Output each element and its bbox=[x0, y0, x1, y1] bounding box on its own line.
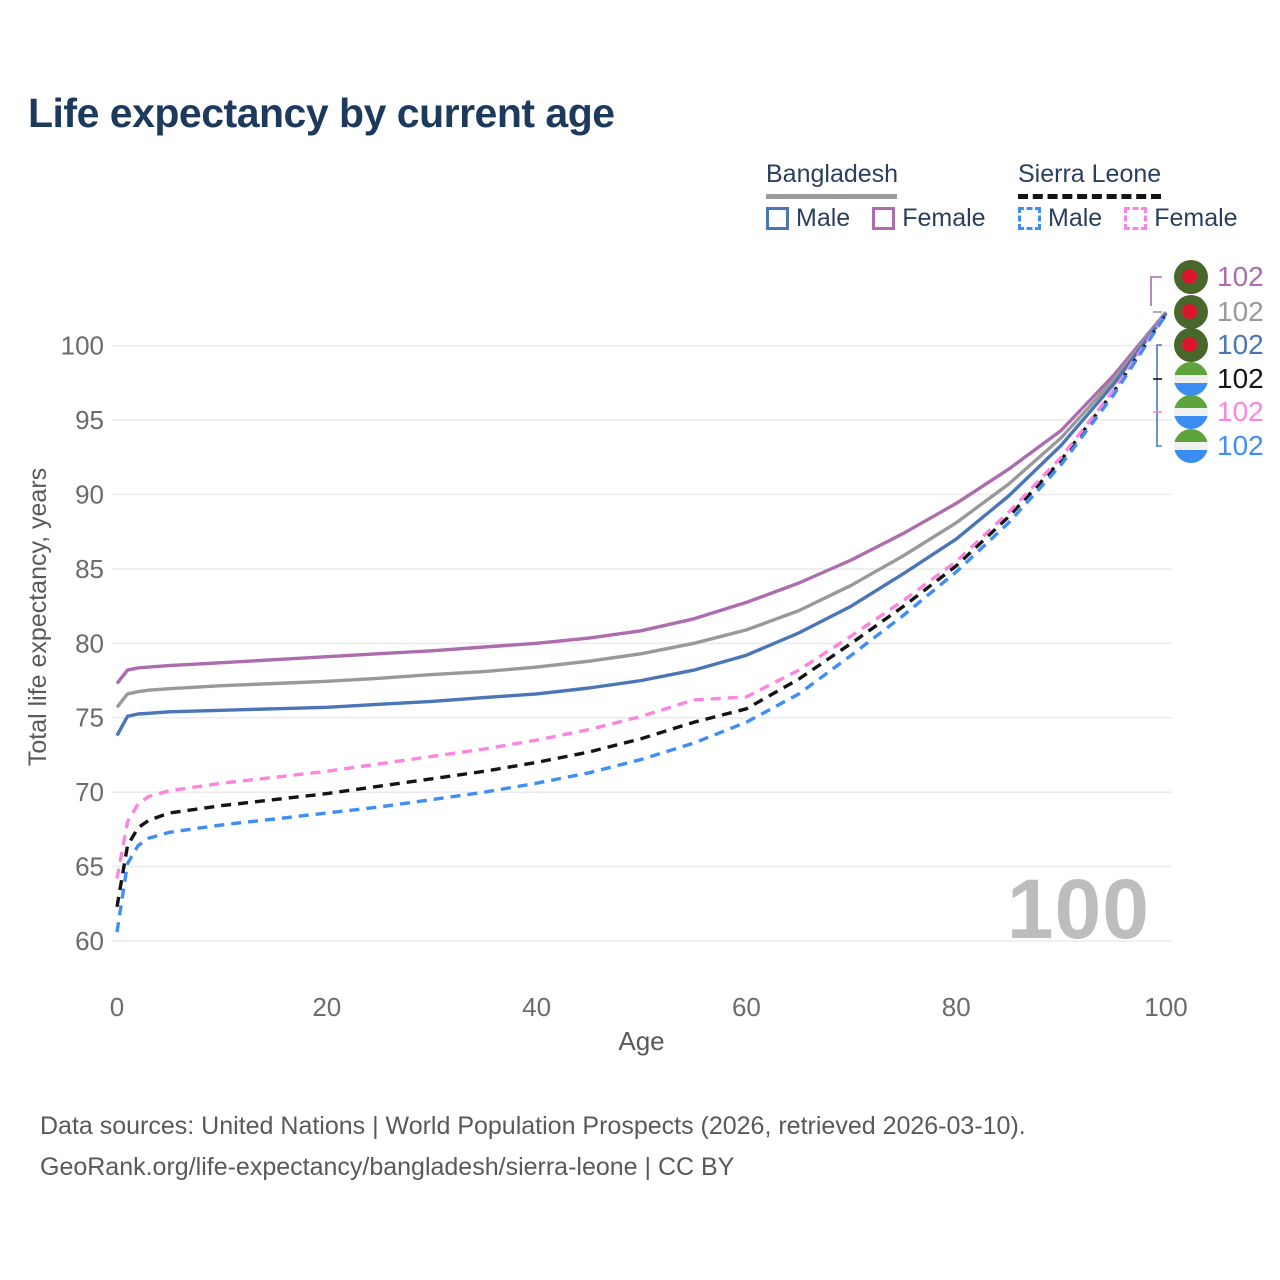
y-tick-label: 70 bbox=[75, 777, 104, 807]
sierra-leone-flag-icon bbox=[1174, 429, 1208, 463]
sierra-leone-flag-icon bbox=[1174, 362, 1208, 396]
end-value-row-bangladesh-female: 102 bbox=[1174, 260, 1264, 294]
legend-item-bangladesh-male[interactable]: Male bbox=[766, 204, 850, 233]
end-value-label: 102 bbox=[1217, 261, 1264, 292]
footer-data-sources: Data sources: United Nations | World Pop… bbox=[40, 1112, 1026, 1140]
legend-country-label-bangladesh[interactable]: Bangladesh bbox=[766, 160, 899, 188]
legend-item-label: Male bbox=[1048, 204, 1103, 232]
legend-item-sierra-leone-male[interactable]: Male bbox=[1018, 204, 1102, 233]
end-value-row-bangladesh: 102 bbox=[1174, 295, 1264, 329]
legend-item-label: Male bbox=[796, 204, 851, 232]
legend-group-bangladesh[interactable]: Bangladesh Male Female bbox=[766, 160, 986, 232]
sierra-leone-flag-icon bbox=[1174, 395, 1208, 429]
legend-swatch-bangladesh-female-icon bbox=[872, 207, 896, 230]
bangladesh-flag-icon bbox=[1174, 328, 1208, 362]
legend-swatch-sierra-leone-female-icon bbox=[1124, 207, 1148, 230]
x-tick-label: 0 bbox=[110, 992, 124, 1022]
page-title: Life expectancy by current age bbox=[28, 90, 615, 136]
footer: Data sources: United Nations | World Pop… bbox=[40, 1106, 1026, 1188]
end-value-label: 102 bbox=[1217, 396, 1264, 427]
y-tick-label: 85 bbox=[75, 554, 104, 584]
series-line-bangladesh bbox=[115, 311, 1168, 709]
y-tick-label: 95 bbox=[75, 405, 104, 435]
legend-group-sierra-leone[interactable]: Sierra Leone Male Female bbox=[1018, 160, 1238, 232]
legend-underline-bangladesh bbox=[766, 194, 897, 199]
series-line-sierra-leone bbox=[115, 313, 1168, 908]
end-value-label: 102 bbox=[1217, 363, 1264, 394]
legend-country-label-sierra-leone[interactable]: Sierra Leone bbox=[1018, 160, 1162, 188]
y-tick-label: 80 bbox=[75, 628, 104, 658]
bangladesh-flag-red-dot bbox=[1182, 304, 1197, 319]
end-value-label: 102 bbox=[1217, 430, 1264, 461]
y-tick-label: 65 bbox=[75, 852, 104, 882]
legend-underline-sierra-leone bbox=[1018, 194, 1161, 199]
series-line-sierra-leone-male bbox=[115, 313, 1168, 933]
series-line-bangladesh-male bbox=[115, 312, 1168, 737]
y-axis-title: Total life expectancy, years bbox=[24, 468, 52, 766]
bangladesh-flag-red-dot bbox=[1182, 269, 1197, 284]
end-value-row-sierra-leone-male: 102 bbox=[1174, 429, 1264, 463]
y-tick-label: 90 bbox=[75, 479, 104, 509]
end-value-label: 102 bbox=[1217, 296, 1264, 327]
end-value-row-bangladesh-male: 102 bbox=[1174, 328, 1264, 362]
y-tick-label: 100 bbox=[61, 331, 104, 361]
x-tick-label: 80 bbox=[942, 992, 971, 1022]
y-tick-label: 75 bbox=[75, 703, 104, 733]
bangladesh-flag-icon bbox=[1174, 260, 1208, 294]
bangladesh-flag-red-dot bbox=[1182, 337, 1197, 352]
end-label-leader bbox=[1156, 344, 1162, 447]
legend-item-label: Female bbox=[902, 204, 986, 232]
legend-item-bangladesh-female[interactable]: Female bbox=[872, 204, 986, 233]
end-value-label: 102 bbox=[1217, 329, 1264, 360]
series-line-bangladesh-female bbox=[115, 311, 1168, 685]
y-tick-label: 60 bbox=[75, 926, 104, 956]
bangladesh-flag-icon bbox=[1174, 295, 1208, 329]
series-line-sierra-leone-female bbox=[115, 312, 1168, 879]
end-label-leader bbox=[1150, 276, 1162, 306]
x-tick-label: 100 bbox=[1144, 992, 1187, 1022]
end-value-row-sierra-leone-female: 102 bbox=[1174, 395, 1264, 429]
x-tick-label: 20 bbox=[312, 992, 341, 1022]
legend-item-label: Female bbox=[1154, 204, 1238, 232]
end-value-row-sierra-leone: 102 bbox=[1174, 362, 1264, 396]
footer-attribution: GeoRank.org/life-expectancy/bangladesh/s… bbox=[40, 1153, 735, 1181]
legend-swatch-sierra-leone-male-icon bbox=[1018, 207, 1041, 230]
x-axis-title: Age bbox=[618, 1026, 664, 1056]
legend-swatch-bangladesh-male-icon bbox=[766, 207, 789, 230]
age-counter-watermark: 100 bbox=[1006, 862, 1150, 956]
legend-item-sierra-leone-female[interactable]: Female bbox=[1124, 204, 1238, 233]
x-tick-label: 40 bbox=[522, 992, 551, 1022]
x-tick-label: 60 bbox=[732, 992, 761, 1022]
